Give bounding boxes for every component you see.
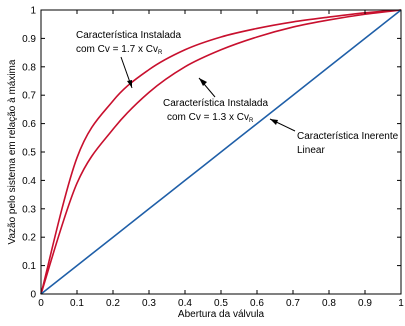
annotation-2-line-1: Característica Instalada bbox=[163, 98, 268, 109]
y-tick-label: 0.1 bbox=[22, 261, 36, 272]
annotation-2-subscript: R bbox=[249, 118, 254, 124]
y-tick-label: 0.4 bbox=[22, 176, 36, 187]
y-tick-label: 0.6 bbox=[22, 119, 36, 130]
annotation-1-line-2: com Cv = 1.7 x CvR bbox=[76, 44, 163, 56]
annotation-1-subscript: R bbox=[158, 50, 163, 56]
x-tick-label: 0 bbox=[38, 298, 44, 309]
x-tick-label: 0.7 bbox=[286, 298, 300, 309]
annotation-3-line-2: Linear bbox=[297, 145, 325, 156]
y-tick-label: 0 bbox=[30, 290, 36, 301]
y-tick-label: 0.7 bbox=[22, 91, 36, 102]
x-tick-label: 0.2 bbox=[106, 298, 120, 309]
x-tick-label: 0.5 bbox=[214, 298, 228, 309]
x-axis-label: Abertura da válvula bbox=[178, 309, 265, 320]
x-tick-label: 0.9 bbox=[358, 298, 372, 309]
y-axis-label: Vazão pelo sistema em relação à máxima bbox=[7, 59, 18, 244]
annotation-3-line-1: Característica Inerente bbox=[297, 131, 399, 142]
series-layer bbox=[40, 9, 402, 295]
annotation-1-line-1: Característica Instalada bbox=[76, 30, 181, 41]
series-line-3 bbox=[40, 9, 402, 295]
ticks-layer: 0 0.1 0.2 0.3 0.4 0.5 0.6 0.7 0.8 0.9 1 0 0.1 0.2 0.3 0… bbox=[22, 6, 404, 310]
y-tick-label: 0.8 bbox=[22, 62, 36, 73]
y-tick-label: 0.5 bbox=[22, 148, 36, 159]
x-tick-label: 0.8 bbox=[322, 298, 336, 309]
y-tick-label: 0.2 bbox=[22, 233, 36, 244]
annotation-1-arrowhead bbox=[127, 80, 132, 88]
annotation-2-line-2-text: com Cv = 1.3 x Cv bbox=[167, 112, 249, 123]
series-line-2 bbox=[40, 9, 402, 295]
annotation-2-arrowhead bbox=[199, 78, 207, 86]
annotation-3-arrowhead bbox=[270, 119, 278, 125]
annotation-2-line-2: com Cv = 1.3 x CvR bbox=[167, 112, 254, 124]
y-tick-label: 0.9 bbox=[22, 34, 36, 45]
x-tick-label: 0.3 bbox=[142, 298, 156, 309]
y-tick-label: 1 bbox=[30, 6, 36, 17]
x-tick-label: 0.4 bbox=[178, 298, 192, 309]
x-tick-label: 0.1 bbox=[70, 298, 84, 309]
series-line-1 bbox=[40, 9, 402, 295]
x-tick-label: 1 bbox=[398, 298, 404, 309]
y-tick-label: 0.3 bbox=[22, 204, 36, 215]
x-tick-label: 0.6 bbox=[250, 298, 264, 309]
annotation-1-line-2-text: com Cv = 1.7 x Cv bbox=[76, 44, 158, 55]
